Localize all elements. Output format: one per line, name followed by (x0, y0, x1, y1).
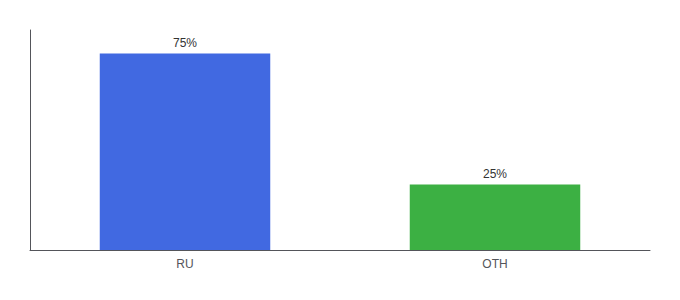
svg-text:25%: 25% (483, 167, 507, 181)
svg-text:75%: 75% (173, 36, 197, 50)
svg-text:RU: RU (176, 257, 193, 271)
svg-text:OTH: OTH (482, 257, 507, 271)
